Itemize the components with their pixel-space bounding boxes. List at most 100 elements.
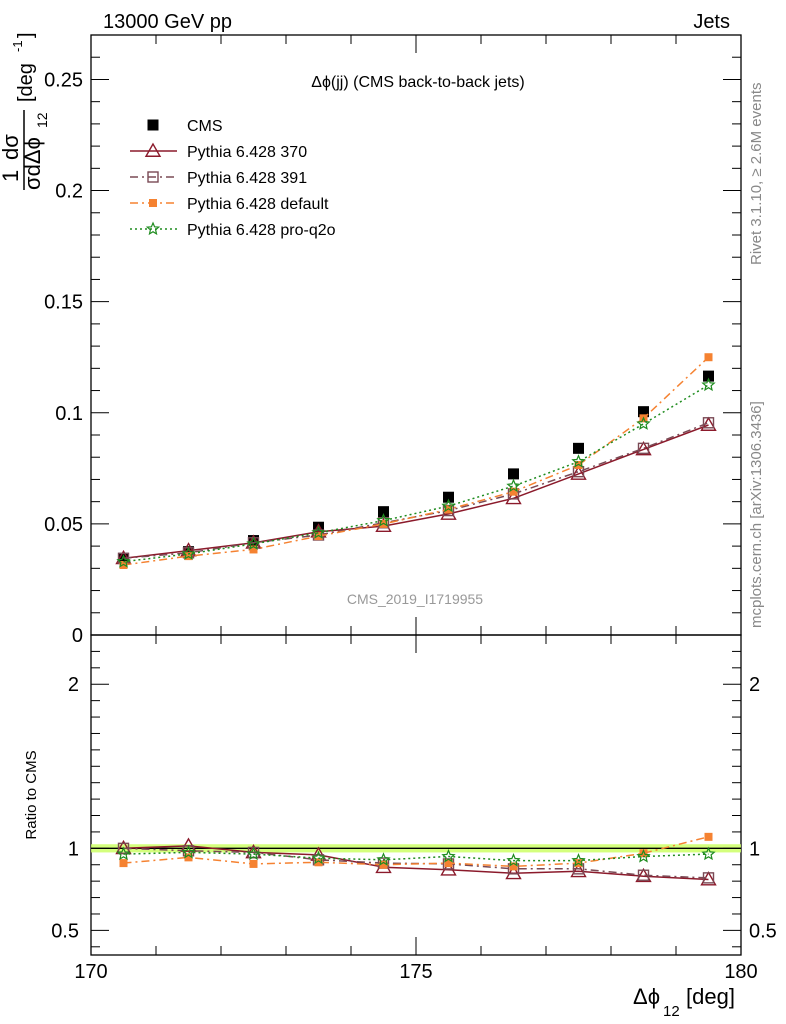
main-ylabel: 1 dσ σdΔϕ 12 [deg -1 ]	[0, 32, 50, 190]
data-point	[376, 513, 391, 527]
data-point	[509, 487, 518, 496]
ratio-series-line	[123, 836, 709, 868]
data-point	[443, 491, 454, 503]
data-point	[704, 353, 713, 362]
data-point	[311, 525, 326, 539]
x-tick-labels: 170 175 180	[74, 961, 757, 983]
ratio-ytick-labels-right: 0.5 1 2	[749, 674, 777, 942]
ratio-ytick-label: 0.5	[51, 920, 79, 942]
main-ytick-label: 0.15	[44, 292, 83, 314]
ylabel-subscript: 12	[34, 112, 50, 128]
data-point	[573, 442, 584, 454]
main-ytick-label: 0.2	[55, 181, 83, 203]
ylabel-unit-exp: -1	[10, 40, 25, 52]
data-point	[636, 416, 651, 430]
main-ytick-label: 0.05	[44, 514, 83, 536]
data-point	[635, 441, 652, 456]
ratio-panel: 0.512 0.512 Ratio to CMS 170 175 180 Δϕ 12…	[23, 634, 777, 1020]
data-point	[378, 506, 389, 518]
ratio-point	[379, 860, 388, 869]
data-point	[638, 406, 649, 418]
ratio-point	[249, 859, 258, 868]
ratio-band-group	[91, 844, 741, 853]
data-point	[570, 465, 587, 480]
ratio-series	[115, 832, 717, 886]
ylabel-unit-close: ]	[15, 32, 37, 38]
data-point	[249, 545, 258, 554]
ratio-frame	[90, 634, 742, 956]
ratio-ytick-label: 2	[68, 674, 79, 696]
analysis-id: CMS_2019_I1719955	[347, 591, 483, 607]
ratio-series-line	[123, 847, 709, 879]
data-point	[248, 535, 259, 547]
ratio-point	[570, 862, 587, 878]
xlabel-unit: [deg]	[686, 984, 735, 1009]
ylabel-unit: [deg	[15, 63, 37, 102]
ratio-point	[637, 869, 650, 881]
ratio-series-line	[123, 845, 709, 881]
data-point	[508, 468, 519, 480]
ratio-point	[701, 846, 716, 861]
ratio-point	[571, 853, 586, 867]
data-point	[637, 442, 650, 455]
x-axis-label: Δϕ 12 [deg]	[633, 984, 735, 1020]
ylabel-denominator: σdΔϕ	[20, 137, 45, 190]
data-point	[505, 489, 522, 505]
ratio-point	[116, 846, 131, 861]
header-left: 13000 GeV pp	[103, 11, 232, 33]
ratio-point	[314, 858, 323, 867]
legend-marker	[149, 199, 157, 207]
ratio-point	[180, 837, 197, 852]
main-ytick-labels: 0 0.05 0.1 0.15 0.2 0.25	[44, 69, 83, 647]
legend-label: Pythia 6.428 default	[187, 196, 329, 213]
ratio-point	[184, 853, 193, 862]
series-line	[123, 384, 709, 563]
data-point	[116, 554, 131, 568]
ratio-ytick-labels: 0.5 1 2	[51, 674, 79, 942]
xlabel-subscript: 12	[663, 1003, 680, 1020]
legend-label: CMS	[187, 118, 223, 135]
header-right: Jets	[693, 11, 730, 33]
ratio-point	[441, 848, 456, 863]
ratio-ticks	[90, 635, 742, 955]
ratio-point	[704, 832, 713, 841]
ratio-ytick-label-right: 2	[749, 674, 760, 696]
data-point	[703, 370, 714, 382]
xtick-label: 175	[399, 961, 432, 983]
data-point	[506, 478, 521, 493]
series-line	[123, 356, 710, 566]
series-line	[123, 424, 709, 560]
xtick-label: 180	[724, 961, 757, 983]
ylabel-numerator: 1	[0, 170, 23, 182]
ratio-point	[119, 859, 128, 868]
xlabel-dphi: Δϕ	[633, 984, 660, 1009]
main-ytick-label: 0.1	[55, 403, 83, 425]
legend-marker	[144, 142, 162, 157]
ratio-point	[444, 859, 453, 868]
xtick-label: 170	[74, 961, 107, 983]
ratio-point	[311, 850, 326, 865]
ratio-point	[702, 872, 715, 884]
legend-label: Pythia 6.428 370	[187, 144, 307, 161]
legend-marker	[145, 221, 161, 236]
ratio-ylabel: Ratio to CMS	[23, 750, 40, 839]
ratio-point	[636, 848, 651, 863]
legend: CMS Pythia 6.428 370 Pythia 6.428 391 Pythi…	[130, 118, 336, 239]
ratio-point	[246, 846, 261, 861]
mcplots-label: mcplots.cern.ch [arXiv:1306.3436]	[748, 401, 765, 628]
data-point	[181, 546, 196, 560]
main-ytick-label: 0.25	[44, 69, 83, 91]
main-panel: 0 0.05 0.1 0.15 0.2 0.25 Δϕ(jj) (CMS back-to-…	[0, 32, 742, 647]
data-point	[571, 454, 586, 468]
data-point	[183, 546, 194, 558]
data-point	[246, 536, 261, 550]
data-point	[441, 498, 456, 513]
ratio-point	[700, 871, 717, 886]
data-point	[118, 552, 129, 564]
ratio-point	[506, 853, 521, 867]
ratio-ytick-label-right: 1	[749, 838, 760, 860]
main-ticks	[90, 34, 742, 636]
ratio-point	[509, 862, 518, 871]
ratio-ytick-label: 1	[68, 838, 79, 860]
